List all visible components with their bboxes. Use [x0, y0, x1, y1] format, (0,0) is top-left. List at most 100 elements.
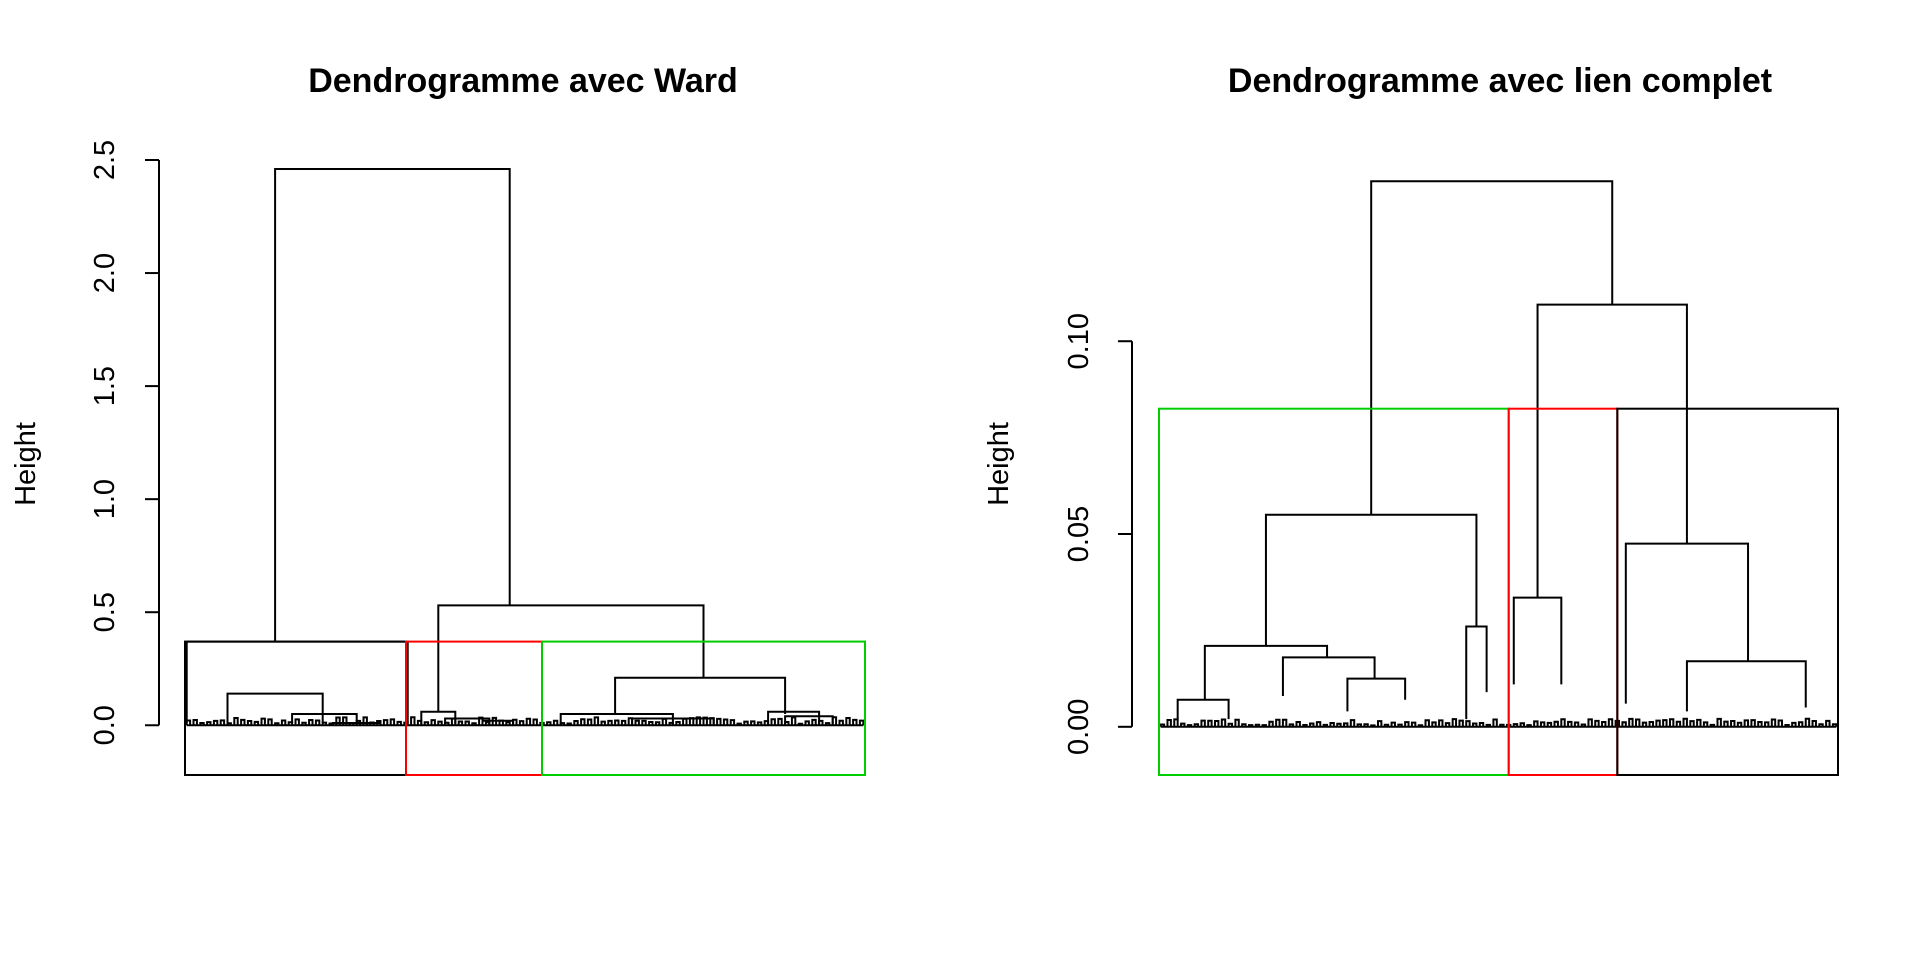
leaf-merge: [1281, 718, 1288, 727]
leaf-merge: [192, 719, 198, 726]
leaf-merge: [1797, 721, 1804, 727]
leaf-merge: [1668, 718, 1675, 727]
y-axis: 0.0 0.5 1.0 1.5 2.0 2.5: [89, 140, 160, 745]
leaf-merge: [600, 720, 606, 726]
leaf-merge: [471, 722, 477, 726]
leaf-merge: [1696, 718, 1702, 727]
leaf-merge: [1193, 723, 1200, 727]
leaf-merge: [1438, 719, 1444, 727]
leaf-merge: [1560, 718, 1566, 727]
leaf-merge: [573, 720, 579, 726]
dendrogram-link: [1624, 542, 1750, 704]
leaf-merge: [1309, 722, 1315, 727]
leaf-merge: [777, 717, 783, 726]
complete-linkage-dendrogram-panel: Dendrogramme avec lien complet Height 0.…: [983, 62, 1839, 776]
leaf-merge: [586, 718, 593, 726]
leaf-merge: [722, 718, 729, 726]
dendrogram-link: [1264, 513, 1478, 646]
leaf-merge: [1431, 721, 1437, 727]
cluster-rectangle: [1616, 407, 1839, 776]
leaf-merge: [1343, 722, 1349, 727]
leaf-merge: [253, 720, 260, 726]
leaf-merge: [1458, 719, 1464, 727]
dendrogram-link: [274, 168, 511, 642]
leaf-merge: [1655, 719, 1661, 727]
leaf-merge: [1641, 721, 1648, 727]
leaf-merge: [750, 720, 756, 726]
leaf-merge: [1173, 718, 1179, 727]
leaf-merge: [824, 722, 831, 726]
leaf-merge: [1635, 718, 1641, 727]
dendrogram-link: [185, 640, 409, 723]
y-tick-label: 1.5: [89, 366, 121, 406]
leaf-merge: [199, 722, 205, 726]
cluster-rectangle: [541, 640, 866, 776]
leaf-merge: [1764, 721, 1770, 727]
leaf-merge: [396, 720, 402, 726]
leaf-merge: [321, 721, 328, 726]
leaf-merge: [1662, 719, 1668, 727]
leaf-merge: [620, 719, 627, 726]
leaf-merge: [1214, 719, 1220, 727]
leaf-merge: [1648, 721, 1654, 727]
leaf-merge: [1723, 720, 1729, 727]
leaf-merge: [1254, 723, 1261, 727]
leaf-merge: [1553, 720, 1559, 727]
leaf-merge: [1397, 723, 1403, 727]
leaf-merge: [1831, 723, 1838, 727]
leaf-merge: [1777, 719, 1783, 727]
leaf-merge: [1587, 718, 1593, 727]
leaf-merge: [1512, 723, 1519, 727]
leaf-merge: [756, 721, 763, 726]
leaf-merge: [1750, 719, 1756, 727]
dendrogram-link: [1203, 644, 1329, 700]
leaf-merge: [1465, 720, 1471, 727]
leaf-merge: [1804, 717, 1811, 727]
leaf-merge: [695, 716, 702, 726]
leaf-merge: [240, 718, 246, 726]
y-tick-label: 2.5: [89, 140, 121, 180]
dendrogram-link: [1370, 180, 1614, 515]
dendrogram-links: [185, 168, 865, 727]
leaf-merge: [743, 720, 749, 726]
leaf-merge: [1376, 720, 1383, 727]
y-tick-label: 0.0: [89, 705, 121, 745]
y-tick-label: 1.0: [89, 479, 121, 519]
leaf-merge: [1736, 721, 1743, 727]
cluster-rectangle: [184, 640, 407, 776]
dendrogram-link: [1536, 303, 1688, 598]
leaf-merge: [532, 718, 538, 726]
dendrogram-link: [481, 719, 515, 726]
leaf-merge: [1621, 721, 1627, 727]
leaf-merge: [838, 719, 844, 726]
leaf-merge: [260, 717, 266, 726]
leaf-merge: [1757, 720, 1763, 727]
leaf-merge: [1329, 721, 1335, 727]
leaf-merge: [1451, 718, 1458, 727]
leaf-merge: [335, 716, 341, 726]
leaf-merge: [641, 719, 647, 726]
leaf-merge: [593, 716, 600, 726]
leaf-merge: [811, 718, 817, 726]
dendrogram-link: [331, 721, 382, 726]
leaf-merge: [1546, 721, 1553, 727]
dendrogram-link: [631, 717, 715, 726]
leaf-merge: [1315, 721, 1322, 727]
leaf-merge: [614, 719, 620, 726]
leaf-merge: [1234, 718, 1240, 727]
leaf-merge: [1702, 721, 1709, 727]
leaf-merge: [1295, 721, 1301, 727]
dendrogram-link: [1465, 625, 1488, 720]
leaf-merge: [1444, 722, 1451, 727]
y-axis-label: Height: [10, 422, 42, 506]
cluster-rectangle: [405, 640, 543, 776]
dendrogram-link: [291, 712, 358, 723]
leaf-merge: [546, 721, 552, 726]
leaf-merge: [1716, 717, 1722, 727]
leaf-merge: [1689, 720, 1695, 727]
leaf-merge: [342, 716, 348, 726]
leaf-merge: [505, 721, 511, 726]
dendrogram-link: [784, 715, 834, 726]
leaf-merge: [1200, 719, 1206, 727]
leaf-merge: [362, 716, 368, 726]
